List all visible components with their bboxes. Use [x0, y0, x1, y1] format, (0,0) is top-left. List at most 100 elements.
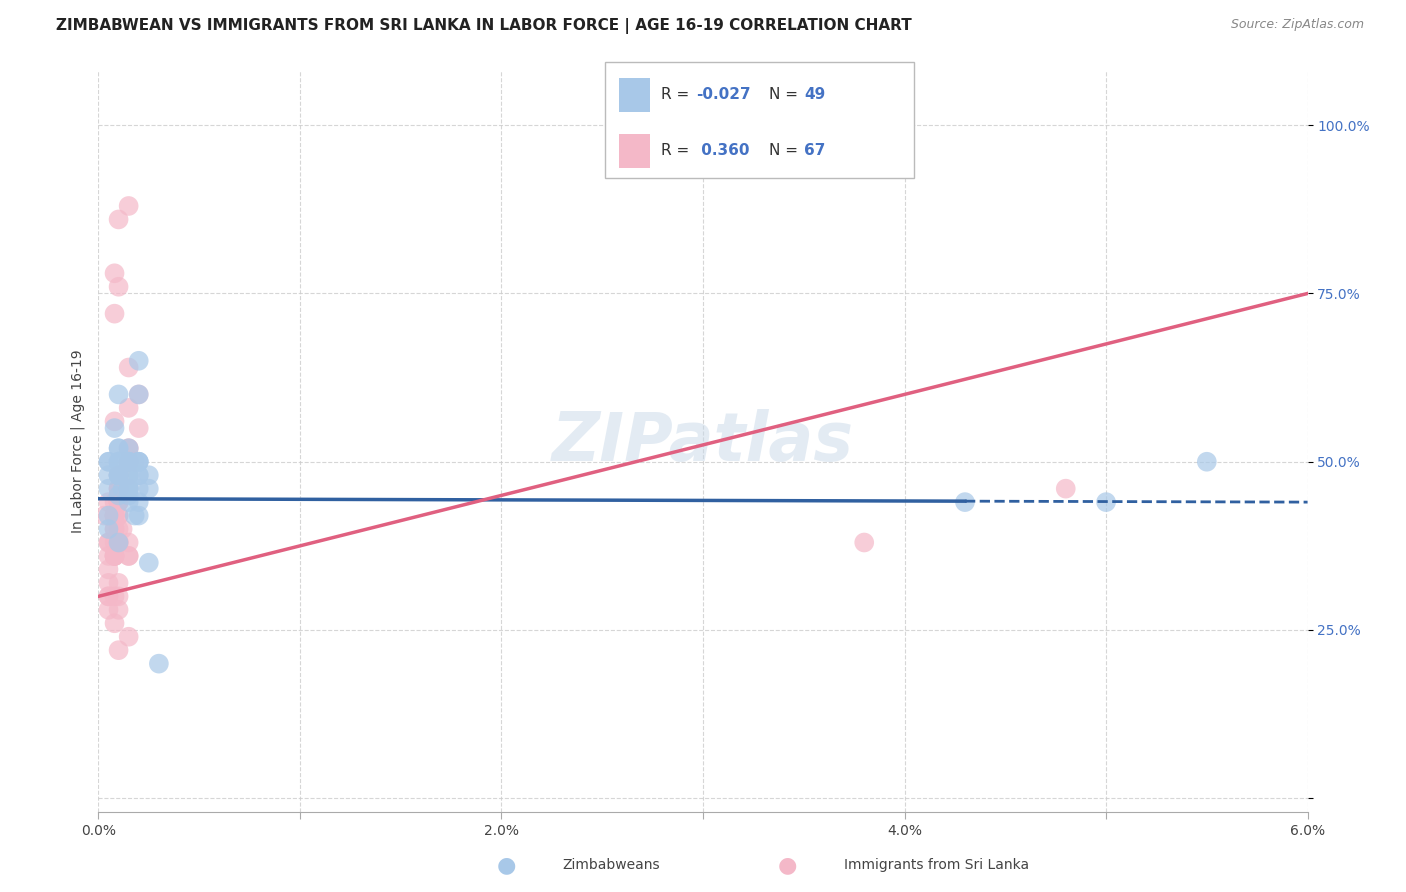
Point [1195, 455, 1218, 469]
Point [118, 455, 141, 469]
Point [118, 455, 141, 469]
Point [128, 495, 150, 509]
Point [107, 482, 129, 496]
Point [103, 549, 125, 563]
Point [138, 556, 160, 570]
Text: 49: 49 [804, 87, 825, 102]
Point [107, 442, 129, 456]
Point [118, 535, 141, 549]
Point [1095, 495, 1118, 509]
Text: ●: ● [778, 855, 797, 875]
Text: ZIPatlas: ZIPatlas [553, 409, 853, 475]
Text: 0.360: 0.360 [696, 144, 749, 158]
Point [128, 455, 150, 469]
Point [118, 442, 141, 456]
Point [118, 549, 141, 563]
Text: ●: ● [496, 855, 516, 875]
Point [107, 495, 129, 509]
Point [97, 508, 120, 523]
Point [111, 482, 134, 496]
Point [97, 549, 120, 563]
Point [128, 353, 150, 368]
Point [128, 468, 150, 483]
Text: R =: R = [661, 87, 695, 102]
Point [107, 508, 129, 523]
Point [138, 468, 160, 483]
Point [107, 279, 129, 293]
Point [128, 508, 150, 523]
Point [103, 535, 125, 549]
Point [124, 455, 146, 469]
Point [107, 468, 129, 483]
Point [1054, 482, 1077, 496]
Point [103, 307, 125, 321]
Point [118, 455, 141, 469]
Point [103, 495, 125, 509]
Text: Zimbabweans: Zimbabweans [562, 858, 659, 872]
Point [107, 575, 129, 590]
Point [128, 387, 150, 401]
Point [97, 522, 120, 536]
Text: ZIMBABWEAN VS IMMIGRANTS FROM SRI LANKA IN LABOR FORCE | AGE 16-19 CORRELATION C: ZIMBABWEAN VS IMMIGRANTS FROM SRI LANKA … [56, 18, 912, 34]
Point [107, 522, 129, 536]
Point [118, 482, 141, 496]
Point [118, 199, 141, 213]
Point [103, 590, 125, 604]
Point [118, 488, 141, 502]
Point [118, 468, 141, 483]
Point [103, 522, 125, 536]
Point [103, 508, 125, 523]
Point [118, 442, 141, 456]
Point [97, 603, 120, 617]
Point [853, 535, 876, 549]
Point [107, 482, 129, 496]
Point [138, 482, 160, 496]
Point [107, 488, 129, 502]
Point [107, 643, 129, 657]
Point [97, 535, 120, 549]
Point [103, 616, 125, 631]
Point [128, 421, 150, 435]
Point [128, 455, 150, 469]
Point [111, 522, 134, 536]
Point [148, 657, 170, 671]
Point [107, 442, 129, 456]
Point [97, 468, 120, 483]
Point [107, 495, 129, 509]
Point [107, 468, 129, 483]
Point [107, 495, 129, 509]
Point [118, 482, 141, 496]
Text: N =: N = [769, 87, 803, 102]
Point [118, 482, 141, 496]
Point [97, 562, 120, 576]
Point [103, 508, 125, 523]
Point [118, 495, 141, 509]
Point [118, 455, 141, 469]
Text: N =: N = [769, 144, 803, 158]
Point [118, 442, 141, 456]
Point [103, 508, 125, 523]
Point [107, 535, 129, 549]
Point [103, 549, 125, 563]
Point [103, 414, 125, 428]
Point [97, 590, 120, 604]
Point [118, 482, 141, 496]
Point [107, 468, 129, 483]
Point [103, 266, 125, 280]
Point [97, 575, 120, 590]
Point [118, 401, 141, 415]
Point [107, 603, 129, 617]
Point [97, 495, 120, 509]
Point [118, 468, 141, 483]
Point [124, 508, 146, 523]
Point [107, 387, 129, 401]
Point [97, 482, 120, 496]
Text: -0.027: -0.027 [696, 87, 751, 102]
Point [953, 495, 976, 509]
Point [128, 468, 150, 483]
Point [107, 468, 129, 483]
Point [118, 549, 141, 563]
Point [107, 590, 129, 604]
Text: R =: R = [661, 144, 695, 158]
Point [128, 387, 150, 401]
